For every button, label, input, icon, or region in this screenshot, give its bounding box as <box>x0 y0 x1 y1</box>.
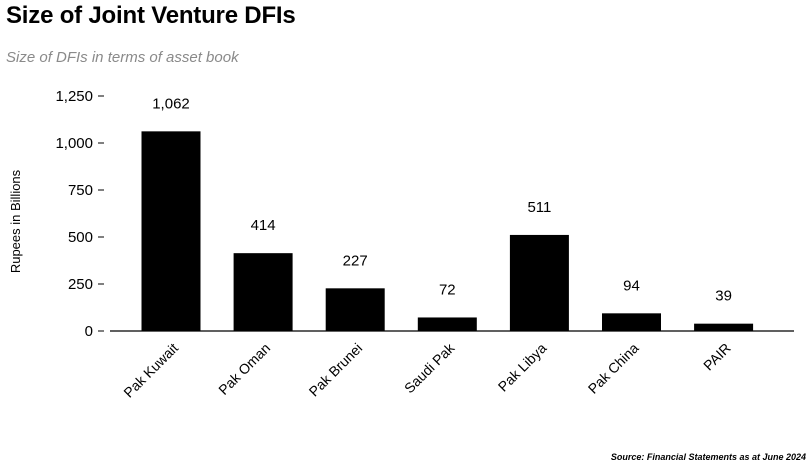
chart-subtitle: Size of DFIs in terms of asset book <box>6 49 239 66</box>
value-labels: 1,062 414 227 72 511 94 39 <box>152 95 732 304</box>
bar <box>694 323 754 331</box>
bar-value-label: 72 <box>439 281 456 298</box>
y-tick-label: 250 <box>68 276 93 293</box>
x-axis-ticks: Pak Kuwait Pak Oman Pak Brunei Saudi Pak Pak… <box>120 339 733 401</box>
x-tick-label: Pak China <box>585 340 642 397</box>
source-note: Source: Financial Statements as at June … <box>610 452 806 462</box>
bars <box>141 131 754 331</box>
chart-title: Size of Joint Venture DFIs <box>6 2 296 29</box>
y-tick-label: 750 <box>68 182 93 199</box>
bar-value-label: 1,062 <box>152 95 190 112</box>
y-tick-label: 0 <box>85 323 93 340</box>
bar <box>325 288 385 331</box>
bar <box>233 253 293 331</box>
y-axis-ticks: 0 250 500 750 1,000 1,250 <box>55 88 104 340</box>
x-tick-label: Pak Kuwait <box>120 340 181 401</box>
x-tick-label: PAIR <box>700 340 734 374</box>
x-tick-label: Pak Oman <box>215 340 273 398</box>
x-tick-label: Pak Libya <box>495 340 550 395</box>
bar-value-label: 227 <box>343 252 368 269</box>
bar-value-label: 414 <box>251 217 276 234</box>
bar-value-label: 39 <box>715 288 732 305</box>
x-tick-label: Pak Brunei <box>306 340 366 400</box>
bar <box>417 317 477 331</box>
y-tick-label: 1,000 <box>55 135 93 152</box>
y-tick-label: 1,250 <box>55 88 93 105</box>
x-tick-label: Saudi Pak <box>401 339 458 396</box>
bar-value-label: 94 <box>623 277 640 294</box>
y-tick-label: 500 <box>68 229 93 246</box>
bar <box>602 313 661 331</box>
bar-value-label: 511 <box>527 199 551 216</box>
bar <box>141 131 201 331</box>
y-axis-title-group: Rupees in Billions <box>8 169 23 273</box>
y-axis-title: Rupees in Billions <box>8 169 23 273</box>
bar <box>509 234 569 331</box>
